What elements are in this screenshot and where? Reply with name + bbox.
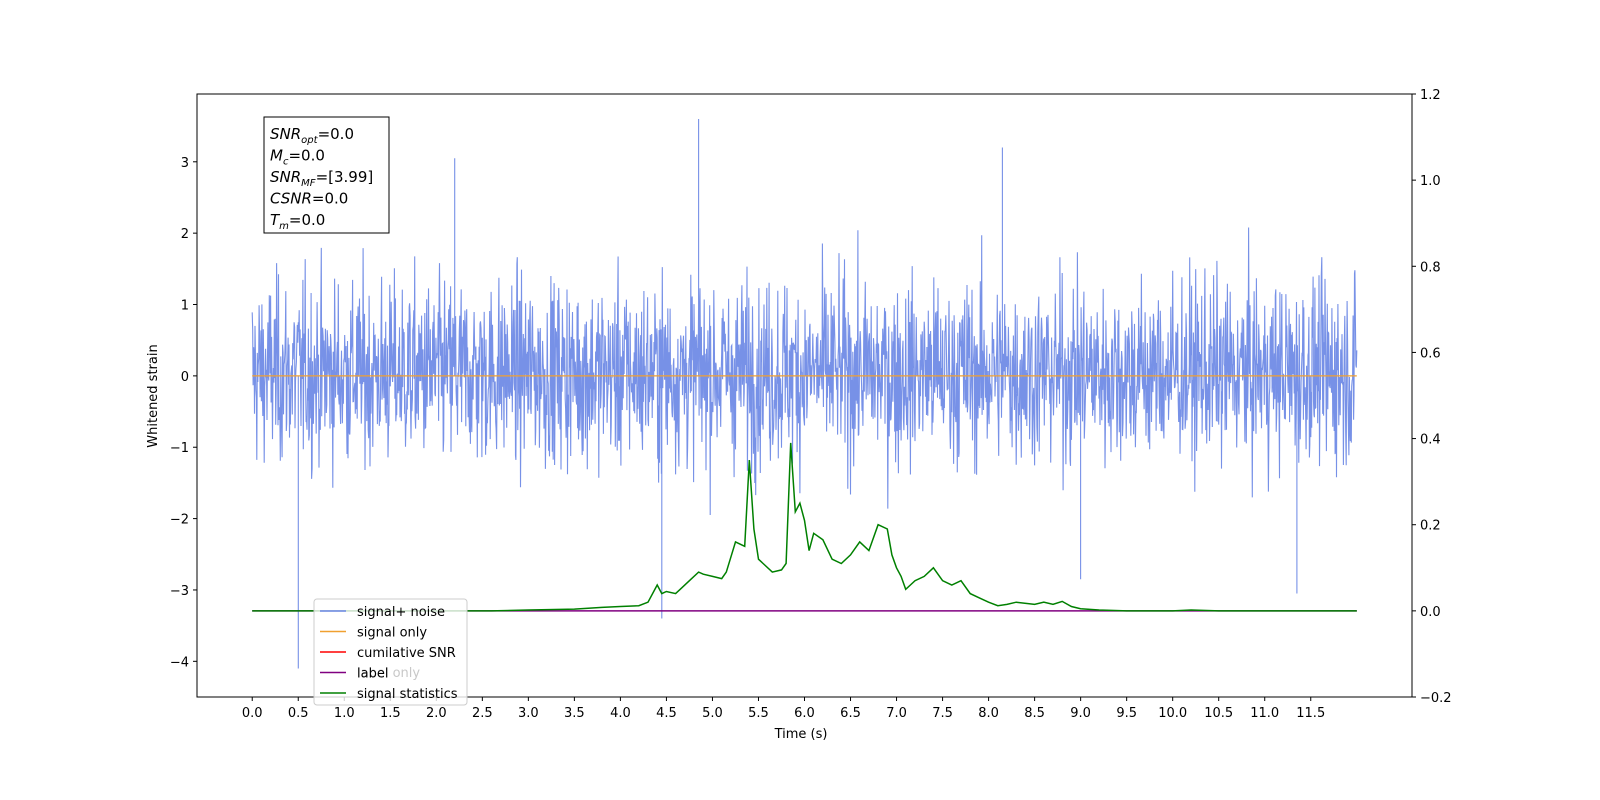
x-tick-label: 11.0 [1250,706,1279,721]
y-tick-label: −1 [170,441,189,456]
y-axis-left: −4 −3 −2 −1 0 1 2 3 [170,156,197,670]
y2-tick-label: 0.4 [1420,433,1441,448]
y-tick-label: 3 [181,156,189,171]
x-tick-label: 1.5 [380,706,401,721]
series-signal-statistics [252,442,1357,612]
legend-frame [313,598,468,706]
x-tick-label: 11.5 [1296,706,1325,721]
legend-label: signal only [357,626,427,641]
x-tick-label: 5.5 [748,706,769,721]
signal-noise-line [251,119,1358,669]
x-tick-label: 8.0 [978,706,999,721]
stats-box-frame [263,116,390,234]
y-axis-right: −0.2 0.0 0.2 0.4 0.6 0.8 1.0 1.2 [1412,88,1452,706]
x-tick-label: 6.5 [840,706,861,721]
y-tick-label: 2 [181,227,189,242]
stats-line: Tm=0.0 [270,211,325,232]
y2-tick-label: 0.6 [1420,346,1441,361]
x-tick-label: 9.0 [1070,706,1091,721]
legend-label: label [357,667,388,682]
x-tick-label: 9.5 [1116,706,1137,721]
x-tick-label: 10.5 [1204,706,1233,721]
legend-label: signal statistics [357,687,458,702]
x-tick-label: 8.5 [1024,706,1045,721]
x-tick-label: 6.0 [794,706,815,721]
x-tick-label: 4.0 [610,706,631,721]
x-tick-label: 7.0 [886,706,907,721]
stats-line: Mc=0.0 [270,147,325,168]
x-tick-label: 1.0 [334,706,355,721]
x-tick-label: 2.5 [472,706,493,721]
x-tick-label: 0.0 [242,706,263,721]
legend-label: signal+ noise [357,605,445,620]
x-tick-label: 4.5 [656,706,677,721]
y2-tick-label: 0.2 [1420,519,1441,534]
stats-line: CSNR=0.0 [270,190,348,208]
legend: label only signal+ noise signal only cumila… [313,598,468,706]
y-axis-label: Whitened strain [146,344,161,447]
x-tick-label: 7.5 [932,706,953,721]
x-axis: 0.0 0.5 1.0 1.5 2.0 2.5 3.0 3.5 4.0 4.5 5.0 5.5 6.0 6… [242,697,1325,721]
y2-tick-label: −0.2 [1420,691,1452,706]
x-tick-label: 10.0 [1158,706,1187,721]
y2-tick-label: 1.0 [1420,174,1441,189]
legend-obscured-text: label only [357,666,420,681]
stats-line: SNRopt=0.0 [270,125,354,146]
x-tick-label: 2.0 [426,706,447,721]
y2-tick-label: 1.2 [1420,88,1441,103]
y-tick-label: −3 [170,584,189,599]
legend-label: cumilative SNR [357,646,456,661]
y2-tick-label: 0.8 [1420,260,1441,275]
x-tick-label: 5.0 [702,706,723,721]
y-tick-label: −2 [170,513,189,528]
y-tick-label: 1 [181,299,189,314]
x-tick-label: 3.0 [518,706,539,721]
x-tick-label: 0.5 [288,706,309,721]
y2-tick-label: 0.0 [1420,605,1441,620]
y-tick-label: 0 [181,370,189,385]
stats-line: SNRMF=[3.99] [270,168,373,189]
plot-area [251,119,1358,669]
x-tick-label: 3.5 [564,706,585,721]
series-signal-noise [251,119,1358,669]
y-tick-label: −4 [170,655,189,670]
x-axis-label: Time (s) [774,727,828,742]
